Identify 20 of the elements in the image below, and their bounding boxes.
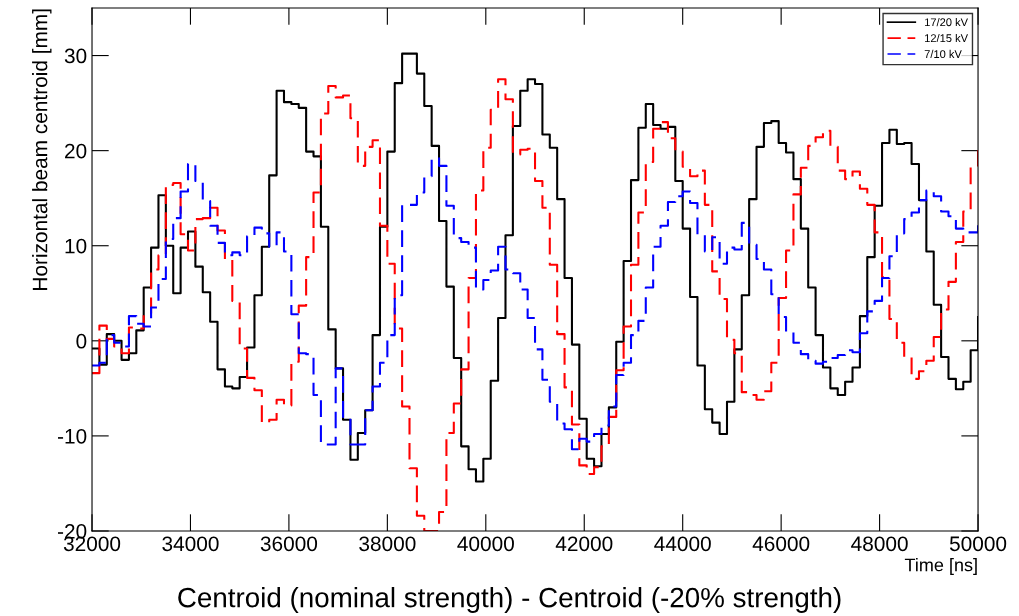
x-tick-label: 50000	[949, 536, 1007, 552]
x-tick-label: 44000	[654, 536, 711, 552]
x-tick-label: 40000	[457, 536, 514, 552]
legend-label: 12/15 kV	[925, 33, 968, 43]
x-tick-label: 34000	[162, 536, 219, 552]
x-tick-label: 36000	[260, 536, 318, 552]
text: Centroid (nominal strength) - Centroid (-20% strength)	[178, 587, 841, 613]
y-tick-label: 10	[65, 238, 87, 254]
y-tick-label: 30	[64, 48, 87, 64]
y-axis-title: Horizontal beam centroid [mm]	[32, 9, 52, 290]
x-tick-label: 42000	[555, 536, 613, 552]
x-tick-label: 48000	[851, 536, 908, 552]
y-tick-label: 0	[76, 333, 87, 349]
y-tick-label: 20	[65, 143, 87, 159]
legend-label: 7/10 kV	[924, 49, 962, 58]
x-tick-label: 46000	[752, 536, 810, 552]
y-tick-label: -10	[57, 428, 87, 444]
legend-label: 17/20 kV	[925, 18, 968, 27]
x-tick-label: 38000	[359, 536, 416, 552]
x-axis-title: Time [ns]	[904, 558, 977, 575]
